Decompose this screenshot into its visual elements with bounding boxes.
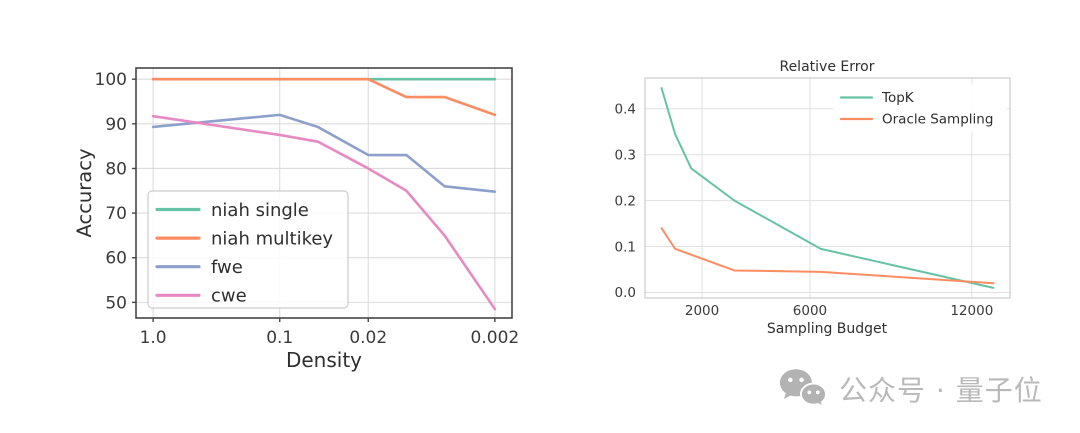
wechat-eye: [815, 390, 820, 395]
watermark-text: 公众号 · 量子位: [839, 374, 1043, 407]
legend: TopK Oracle Sampling: [833, 84, 1007, 132]
y-tick-label: 90: [105, 115, 127, 135]
y-tick-label: 0.3: [615, 147, 636, 163]
legend-label: niah multikey: [211, 228, 333, 249]
wechat-bubble-small: [799, 382, 827, 409]
legend-label: niah single: [211, 200, 309, 221]
chart-title: Relative Error: [779, 59, 874, 75]
y-tick-label: 0.4: [615, 101, 636, 117]
x-tick-label: 0.1: [266, 328, 293, 348]
plot-border: [644, 77, 1011, 299]
series-line-topk: [660, 87, 995, 289]
series-line-fwe: [151, 113, 497, 193]
x-tick-label: 1.0: [140, 328, 167, 348]
y-tick-label: 50: [105, 293, 127, 313]
x-tick-label: 0.02: [349, 328, 387, 348]
legend-label: fwe: [211, 257, 243, 278]
x-tick-label: 6000: [793, 303, 827, 319]
watermark: 公众号 · 量子位: [779, 363, 1043, 415]
y-tick-label: 0.2: [615, 193, 636, 209]
wechat-eye: [788, 377, 793, 383]
y-tick-label: 0.0: [615, 285, 636, 301]
y-tick-label: 0.1: [615, 239, 636, 255]
series-line-cwe: [151, 114, 497, 311]
x-tick-label: 0.002: [471, 328, 520, 348]
legend-label: cwe: [211, 286, 247, 307]
x-axis-label: Sampling Budget: [767, 321, 888, 337]
relative-error-chart: 2000 6000 12000 0.0 0.1 0.2 0.3 0.4 Sampling Bud…: [615, 59, 1011, 337]
y-tick-label: 100: [95, 70, 127, 90]
x-tick-label: 12000: [950, 303, 993, 319]
legend-box: [147, 190, 349, 309]
x-axis-label: Density: [286, 348, 362, 372]
wechat-eye: [807, 390, 812, 395]
legend: niah single niah multikey fwe cwe: [147, 190, 349, 309]
y-axis-label: Accuracy: [73, 148, 96, 237]
legend-label: TopK: [881, 90, 915, 106]
series-line-niah-multikey: [151, 77, 497, 117]
accuracy-vs-density-chart: 1.0 0.1 0.02 0.002 50 60 70 80 90 100 Density Accur…: [73, 67, 520, 372]
series-line-oracle-sampling: [660, 227, 995, 285]
y-tick-label: 60: [105, 249, 127, 269]
wechat-icon: [779, 369, 827, 409]
legend-bg: [833, 84, 1007, 132]
wechat-eye: [799, 377, 804, 383]
x-tick-label: 2000: [685, 303, 719, 319]
plot-border: [135, 67, 513, 319]
y-tick-label: 80: [105, 159, 127, 179]
legend-label: Oracle Sampling: [882, 112, 993, 128]
y-tick-label: 70: [105, 204, 127, 224]
